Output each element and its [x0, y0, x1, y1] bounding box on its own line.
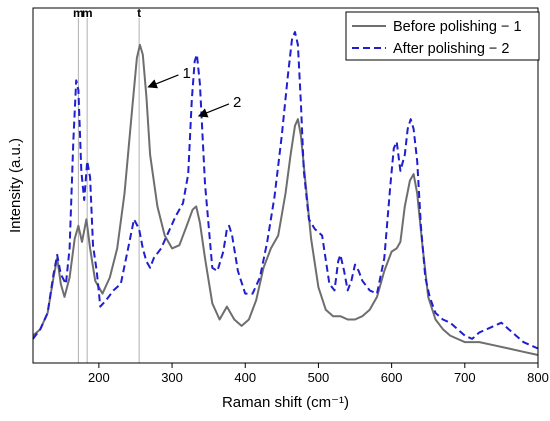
annotations: 12	[147, 65, 241, 118]
annotation-arrow-2	[197, 103, 230, 118]
legend-label-1: Before polishing − 1	[393, 19, 522, 35]
annotation-label-2: 2	[233, 94, 241, 111]
legend-label-2: After polishing − 2	[393, 41, 509, 57]
x-tick-label-200: 200	[88, 370, 110, 385]
x-tick-label-800: 800	[527, 370, 549, 385]
x-tick-label-400: 400	[234, 370, 256, 385]
marker-labels: mm t	[73, 6, 141, 20]
marker-lines	[77, 18, 140, 363]
marker-label-2: t	[137, 6, 141, 20]
x-tick-label-700: 700	[454, 370, 476, 385]
x-tick-label-600: 600	[381, 370, 403, 385]
x-tick-label-300: 300	[161, 370, 183, 385]
x-axis-ticks: 200 300 400 500 600 700 800	[88, 363, 549, 385]
marker-label-0: m	[73, 6, 84, 20]
plot-frame	[32, 7, 539, 364]
x-axis-title: Raman shift (cm⁻¹)	[222, 394, 349, 411]
annotation-arrow-1	[147, 74, 179, 89]
x-tick-label-500: 500	[308, 370, 330, 385]
annotation-label-1: 1	[182, 65, 190, 82]
series-line-2	[32, 31, 539, 350]
series-line-1	[32, 43, 539, 356]
y-axis-title: Intensity (a.u.)	[7, 138, 24, 233]
marker-label-1: m	[82, 6, 93, 20]
series-layer	[32, 31, 539, 356]
legend: Before polishing − 1 After polishing − 2	[345, 11, 540, 61]
legend-box	[345, 11, 540, 61]
